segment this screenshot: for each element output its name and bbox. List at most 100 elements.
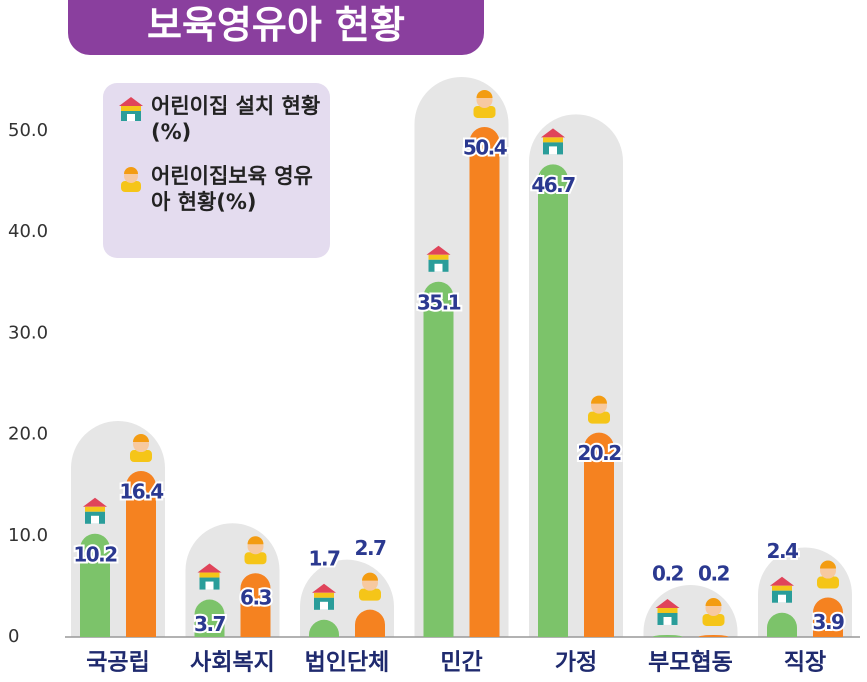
icon-part <box>778 594 786 603</box>
icon-part <box>359 588 381 601</box>
icon-roof <box>426 245 451 255</box>
bar-icon <box>83 497 107 524</box>
legend-item: 어린이집 설치 현황(%) <box>117 93 322 145</box>
bar-icon <box>541 128 565 155</box>
icon-part <box>247 536 264 545</box>
icon-part <box>817 576 839 589</box>
legend-icon <box>119 97 143 121</box>
value-label: 50.4 <box>463 135 507 159</box>
bar <box>767 612 797 637</box>
y-tick-label: 40.0 <box>8 221 48 242</box>
value-label: 2.4 <box>767 539 799 563</box>
icon-part <box>314 592 334 598</box>
value-label: 16.4 <box>119 480 163 504</box>
bar-icon <box>244 536 267 565</box>
value-label: 20.2 <box>577 441 621 465</box>
y-tick-label: 30.0 <box>8 322 48 343</box>
x-tick-label: 사회복지 <box>190 650 275 676</box>
bar <box>80 533 110 637</box>
icon-part <box>91 515 99 524</box>
bar <box>652 634 683 637</box>
bar <box>538 164 568 638</box>
y-tick-label: 0 <box>8 626 19 647</box>
bar <box>584 432 614 637</box>
bar <box>698 634 729 637</box>
bar-icon <box>473 89 496 118</box>
icon-part <box>657 607 678 613</box>
x-tick-label: 직장 <box>784 650 826 676</box>
icon-part <box>244 552 267 565</box>
legend: 어린이집 설치 현황(%) 어린이집보육 영유아 현황(%) <box>103 83 330 258</box>
bar <box>355 609 385 637</box>
y-tick-label: 20.0 <box>8 424 48 445</box>
bar-icon <box>197 563 222 590</box>
icon-roof <box>197 563 222 573</box>
bar-icon <box>588 395 610 424</box>
icon-roof <box>770 576 794 586</box>
bar-icon <box>312 583 336 610</box>
value-label: 2.7 <box>355 536 387 560</box>
bar-icon <box>130 434 152 463</box>
icon-part <box>549 146 557 155</box>
legend-icon <box>121 167 141 192</box>
value-label: 46.7 <box>531 173 575 197</box>
value-label: 35.1 <box>417 290 461 314</box>
icon-part <box>705 597 722 606</box>
icon-part <box>85 506 105 512</box>
icon-part <box>133 434 149 443</box>
value-label: 10.2 <box>73 542 117 566</box>
icon-part <box>473 105 496 118</box>
value-label: 3.7 <box>194 612 226 636</box>
icon-part <box>588 411 610 424</box>
y-tick-label: 50.0 <box>8 120 48 141</box>
bar-icon <box>359 572 381 601</box>
bar-icon <box>426 245 451 272</box>
bar-icon <box>770 576 794 603</box>
value-label: 3.9 <box>813 610 845 634</box>
bar-icon <box>817 560 839 589</box>
icon-part <box>320 601 328 610</box>
icon-roof <box>541 128 565 138</box>
icon-part <box>199 572 220 578</box>
bar <box>813 597 843 637</box>
icon-part <box>434 263 443 272</box>
legend-label: 어린이집 설치 현황(%) <box>151 94 321 144</box>
bar <box>309 619 339 637</box>
icon-part <box>702 613 725 626</box>
value-label: 1.7 <box>309 546 341 570</box>
bar-icon <box>702 597 725 626</box>
x-tick-label: 법인단체 <box>305 650 390 676</box>
icon-part <box>476 89 493 98</box>
bar <box>469 126 500 637</box>
icon-roof <box>655 598 680 608</box>
bar-icon <box>655 598 680 625</box>
x-tick-label: 민간 <box>440 650 482 676</box>
y-tick-label: 10.0 <box>8 525 48 546</box>
legend-item: 어린이집보육 영유아 현황(%) <box>117 163 322 215</box>
x-tick-label: 국공립 <box>86 650 149 676</box>
legend-label: 어린이집보육 영유아 현황(%) <box>151 164 313 214</box>
value-label: 0.2 <box>698 561 730 585</box>
icon-part <box>362 572 378 581</box>
bar <box>240 573 271 637</box>
icon-part <box>591 395 607 404</box>
x-tick-label: 부모협동 <box>648 650 733 676</box>
bar <box>126 471 156 637</box>
chart-title: 보육영유아 현황 <box>68 0 484 55</box>
icon-roof <box>312 583 336 593</box>
icon-part <box>663 616 672 625</box>
icon-part <box>543 137 563 143</box>
icon-part <box>428 254 449 260</box>
icon-part <box>772 585 792 591</box>
value-label: 6.3 <box>240 586 272 610</box>
icon-part <box>205 581 214 590</box>
bar <box>423 281 454 637</box>
bar <box>194 599 225 637</box>
icon-part <box>820 560 836 569</box>
x-tick-label: 가정 <box>555 650 597 676</box>
icon-roof <box>83 497 107 507</box>
value-label: 0.2 <box>652 561 684 585</box>
icon-part <box>130 450 152 463</box>
